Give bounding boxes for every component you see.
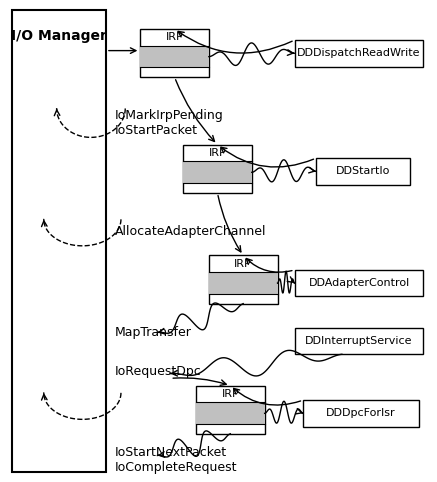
Text: IRP: IRP xyxy=(166,32,184,42)
FancyBboxPatch shape xyxy=(209,272,277,294)
FancyBboxPatch shape xyxy=(140,46,209,67)
FancyBboxPatch shape xyxy=(183,161,252,183)
Text: IRP: IRP xyxy=(208,148,226,158)
Text: I/O Manager: I/O Manager xyxy=(11,29,107,43)
FancyBboxPatch shape xyxy=(303,400,419,427)
Text: IRP: IRP xyxy=(234,259,252,269)
Text: DDInterruptService: DDInterruptService xyxy=(305,336,413,346)
FancyBboxPatch shape xyxy=(295,40,423,67)
Text: IoRequestDpc: IoRequestDpc xyxy=(114,365,201,377)
FancyBboxPatch shape xyxy=(316,158,410,185)
FancyBboxPatch shape xyxy=(209,255,277,304)
Text: MapTransfer: MapTransfer xyxy=(114,326,191,339)
Text: DDDpcForIsr: DDDpcForIsr xyxy=(326,408,396,418)
FancyBboxPatch shape xyxy=(196,402,265,424)
Text: DDAdapterControl: DDAdapterControl xyxy=(309,278,409,288)
FancyBboxPatch shape xyxy=(295,328,423,354)
Text: DDDispatchReadWrite: DDDispatchReadWrite xyxy=(297,48,421,58)
Text: IoMarkIrpPending
IoStartPacket: IoMarkIrpPending IoStartPacket xyxy=(114,109,223,137)
FancyBboxPatch shape xyxy=(183,145,252,193)
FancyBboxPatch shape xyxy=(140,29,209,77)
Text: AllocateAdapterChannel: AllocateAdapterChannel xyxy=(114,225,266,238)
Text: IoStartNextPacket
IoCompleteRequest: IoStartNextPacket IoCompleteRequest xyxy=(114,446,237,474)
Text: DDStartIo: DDStartIo xyxy=(336,166,391,176)
Text: IRP: IRP xyxy=(222,389,239,399)
FancyBboxPatch shape xyxy=(295,270,423,296)
FancyBboxPatch shape xyxy=(196,386,265,434)
FancyBboxPatch shape xyxy=(12,10,106,472)
